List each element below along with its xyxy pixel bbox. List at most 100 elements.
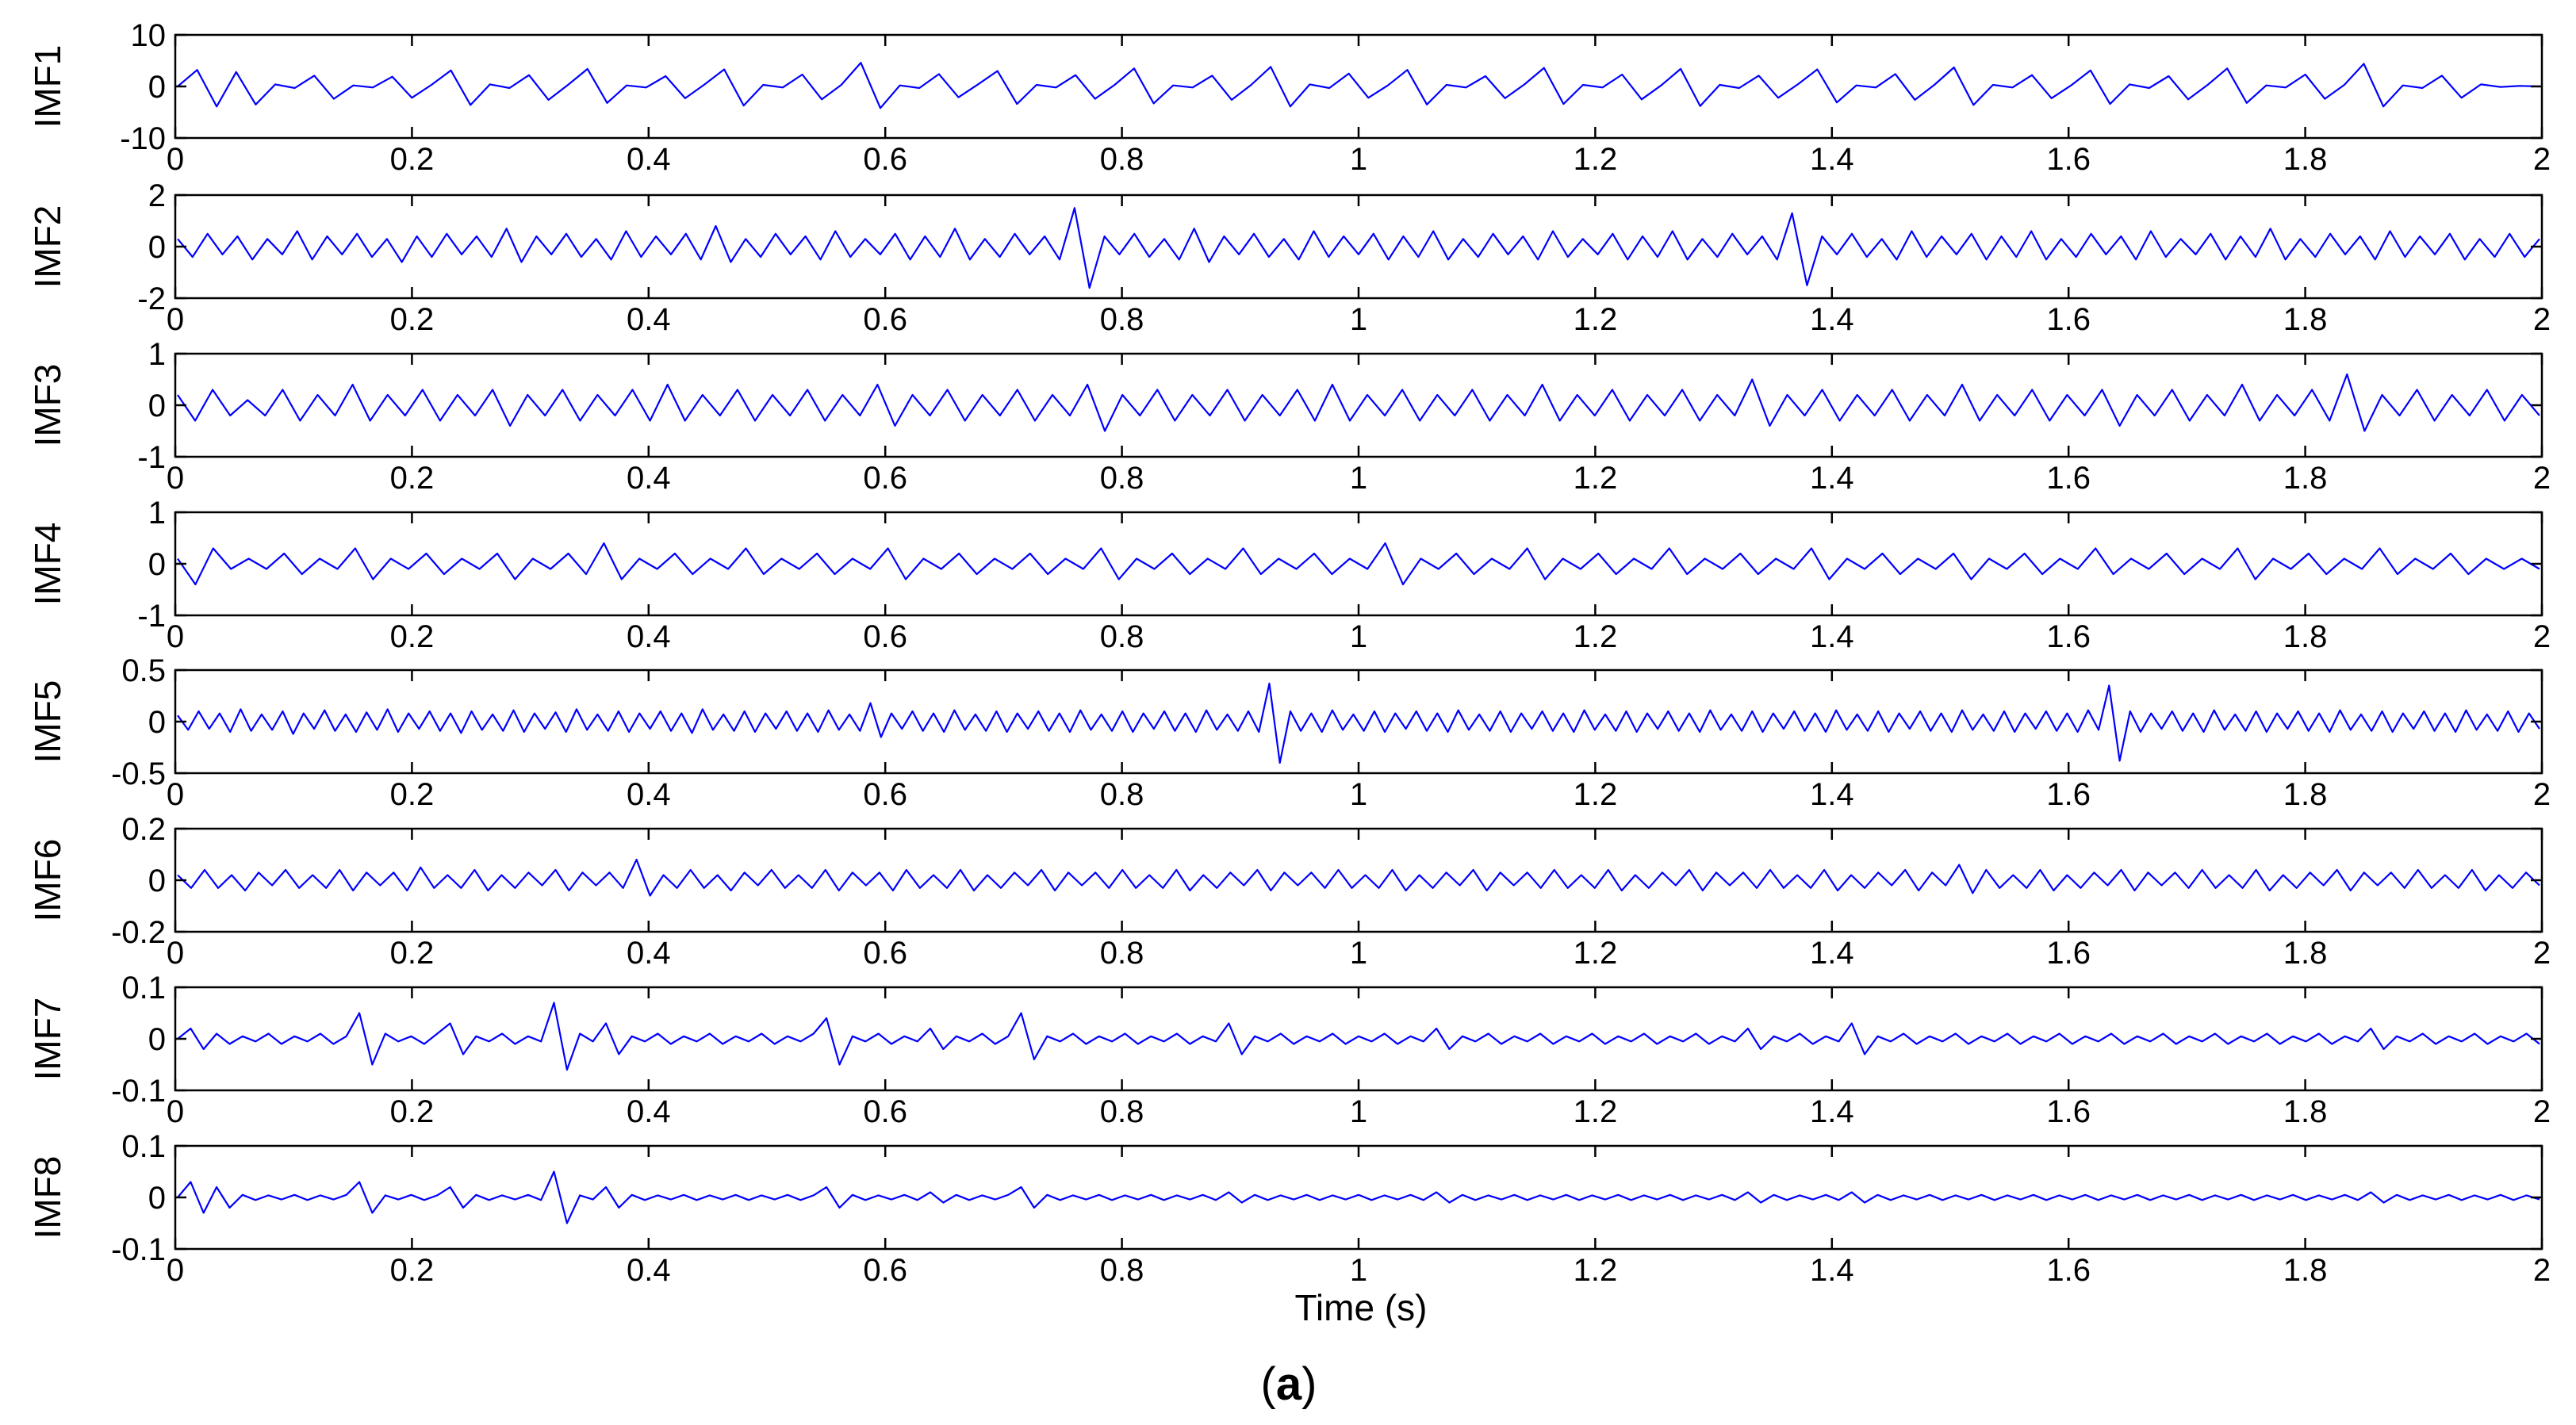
x-tick-label: 1.2 bbox=[1574, 1094, 1618, 1129]
x-tick-label: 1.4 bbox=[1810, 142, 1854, 177]
x-tick-label: 0.2 bbox=[390, 1094, 435, 1129]
x-tick-label: 1.8 bbox=[2283, 777, 2328, 812]
x-tick-label: 0 bbox=[167, 777, 184, 812]
y-axis-label: IMF4 bbox=[27, 523, 68, 606]
x-tick-label: 0.2 bbox=[390, 461, 435, 496]
x-tick-label: 1.6 bbox=[2046, 1253, 2091, 1288]
x-tick-label: 0.8 bbox=[1100, 777, 1144, 812]
y-axis-label: IMF1 bbox=[27, 45, 68, 128]
x-tick-label: 1 bbox=[1350, 1253, 1367, 1288]
x-tick-label: 1.2 bbox=[1574, 777, 1618, 812]
y-tick-label: -10 bbox=[120, 121, 166, 156]
x-tick-label: 0 bbox=[167, 1253, 184, 1288]
y-tick-label: 0.5 bbox=[121, 653, 166, 688]
x-tick-label: 0.4 bbox=[627, 461, 671, 496]
x-tick-label: 2 bbox=[2533, 777, 2551, 812]
y-tick-label: 0 bbox=[148, 389, 166, 423]
y-tick-label: 0 bbox=[148, 1022, 166, 1057]
x-tick-label: 1.2 bbox=[1574, 619, 1618, 654]
y-axis-label: IMF3 bbox=[27, 364, 68, 447]
x-tick-label: 1.6 bbox=[2046, 936, 2091, 971]
y-tick-label: 0 bbox=[148, 1181, 166, 1216]
x-tick-label: 2 bbox=[2533, 142, 2551, 177]
y-tick-label: -0.5 bbox=[111, 757, 166, 791]
x-tick-label: 0.8 bbox=[1100, 142, 1144, 177]
x-tick-label: 2 bbox=[2533, 461, 2551, 496]
x-tick-label: 1.6 bbox=[2046, 461, 2091, 496]
plot-frame bbox=[174, 827, 2543, 933]
x-tick-label: 0.8 bbox=[1100, 1094, 1144, 1129]
y-axis-label: IMF6 bbox=[27, 839, 68, 922]
x-tick-label: 0.6 bbox=[863, 461, 907, 496]
figure-caption: (a) bbox=[1261, 1358, 1317, 1410]
x-tick-label: 1 bbox=[1350, 619, 1367, 654]
x-tick-label: 0.2 bbox=[390, 619, 435, 654]
x-tick-label: 1.2 bbox=[1574, 1253, 1618, 1288]
y-tick-label: 0 bbox=[148, 864, 166, 898]
series-line bbox=[177, 373, 2540, 432]
y-tick-label: 0 bbox=[148, 547, 166, 582]
x-tick-label: 1.6 bbox=[2046, 1094, 2091, 1129]
x-tick-label: 0.4 bbox=[627, 619, 671, 654]
x-tick-label: 0.4 bbox=[627, 302, 671, 337]
x-tick-label: 0 bbox=[167, 936, 184, 971]
x-tick-label: 0.4 bbox=[627, 1094, 671, 1129]
x-tick-label: 0 bbox=[167, 619, 184, 654]
x-tick-label: 0 bbox=[167, 142, 184, 177]
series-line bbox=[177, 682, 2540, 764]
x-tick-label: 1 bbox=[1350, 777, 1367, 812]
x-tick-label: 1 bbox=[1350, 936, 1367, 971]
x-tick-label: 1.4 bbox=[1810, 1253, 1854, 1288]
x-tick-label: 1.2 bbox=[1574, 936, 1618, 971]
series-line bbox=[177, 1002, 2540, 1071]
x-tick-label: 0 bbox=[167, 461, 184, 496]
x-tick-label: 2 bbox=[2533, 302, 2551, 337]
x-tick-label: 1.2 bbox=[1574, 302, 1618, 337]
series-line bbox=[177, 858, 2540, 897]
x-tick-label: 1 bbox=[1350, 1094, 1367, 1129]
x-tick-label: 1.4 bbox=[1810, 619, 1854, 654]
caption-close-paren: ) bbox=[1301, 1358, 1317, 1410]
x-tick-label: 1 bbox=[1350, 302, 1367, 337]
x-tick-label: 1.8 bbox=[2283, 936, 2328, 971]
x-tick-label: 0.2 bbox=[390, 936, 435, 971]
x-tick-label: 0.6 bbox=[863, 142, 907, 177]
x-tick-label: 0.6 bbox=[863, 936, 907, 971]
y-axis-label: IMF7 bbox=[27, 998, 68, 1081]
y-tick-label: 0 bbox=[148, 705, 166, 740]
y-tick-label: -0.2 bbox=[111, 915, 166, 950]
y-tick-label: 0 bbox=[148, 70, 166, 105]
x-tick-label: 1.8 bbox=[2283, 302, 2328, 337]
x-tick-label: 0.6 bbox=[863, 777, 907, 812]
x-tick-label: 1.8 bbox=[2283, 619, 2328, 654]
x-tick-label: 0.4 bbox=[627, 936, 671, 971]
x-tick-label: 1.4 bbox=[1810, 302, 1854, 337]
x-tick-label: 0.8 bbox=[1100, 619, 1144, 654]
x-tick-label: 0.8 bbox=[1100, 1253, 1144, 1288]
x-tick-label: 1.6 bbox=[2046, 302, 2091, 337]
x-tick-label: 1 bbox=[1350, 142, 1367, 177]
plot-frame bbox=[174, 352, 2543, 458]
x-tick-label: 2 bbox=[2533, 936, 2551, 971]
x-tick-label: 0.6 bbox=[863, 619, 907, 654]
y-axis-label: IMF5 bbox=[27, 680, 68, 764]
x-tick-label: 0.6 bbox=[863, 302, 907, 337]
x-tick-label: 0.6 bbox=[863, 1253, 907, 1288]
series-line bbox=[177, 1170, 2540, 1224]
x-tick-label: 1.8 bbox=[2283, 461, 2328, 496]
x-tick-label: 1.6 bbox=[2046, 777, 2091, 812]
x-tick-label: 1.4 bbox=[1810, 777, 1854, 812]
x-tick-label: 0.2 bbox=[390, 142, 435, 177]
y-tick-label: 10 bbox=[131, 18, 167, 53]
y-tick-label: 1 bbox=[148, 496, 166, 531]
x-tick-label: 0.8 bbox=[1100, 936, 1144, 971]
y-tick-label: 1 bbox=[148, 337, 166, 372]
x-tick-label: 2 bbox=[2533, 619, 2551, 654]
